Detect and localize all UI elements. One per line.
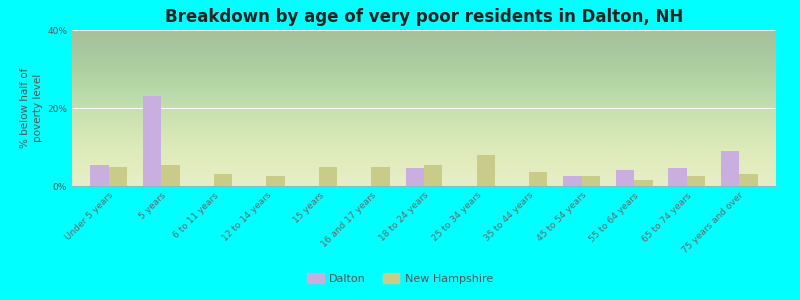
- Bar: [477, 155, 495, 186]
- Bar: [109, 167, 127, 186]
- Legend: Dalton, New Hampshire: Dalton, New Hampshire: [302, 269, 498, 288]
- Bar: [319, 167, 338, 186]
- Bar: [529, 172, 547, 186]
- Bar: [616, 170, 634, 186]
- Bar: [406, 168, 424, 186]
- Bar: [582, 176, 600, 186]
- Bar: [371, 167, 390, 186]
- Bar: [143, 96, 162, 186]
- Bar: [424, 164, 442, 186]
- Bar: [214, 174, 232, 186]
- Bar: [563, 176, 582, 186]
- Title: Breakdown by age of very poor residents in Dalton, NH: Breakdown by age of very poor residents …: [165, 8, 683, 26]
- Bar: [90, 164, 109, 186]
- Bar: [739, 174, 758, 186]
- Bar: [266, 176, 285, 186]
- Bar: [634, 180, 653, 186]
- Bar: [668, 168, 686, 186]
- Bar: [162, 164, 180, 186]
- Bar: [721, 151, 739, 186]
- Y-axis label: % below half of
poverty level: % below half of poverty level: [20, 68, 43, 148]
- Bar: [686, 176, 705, 186]
